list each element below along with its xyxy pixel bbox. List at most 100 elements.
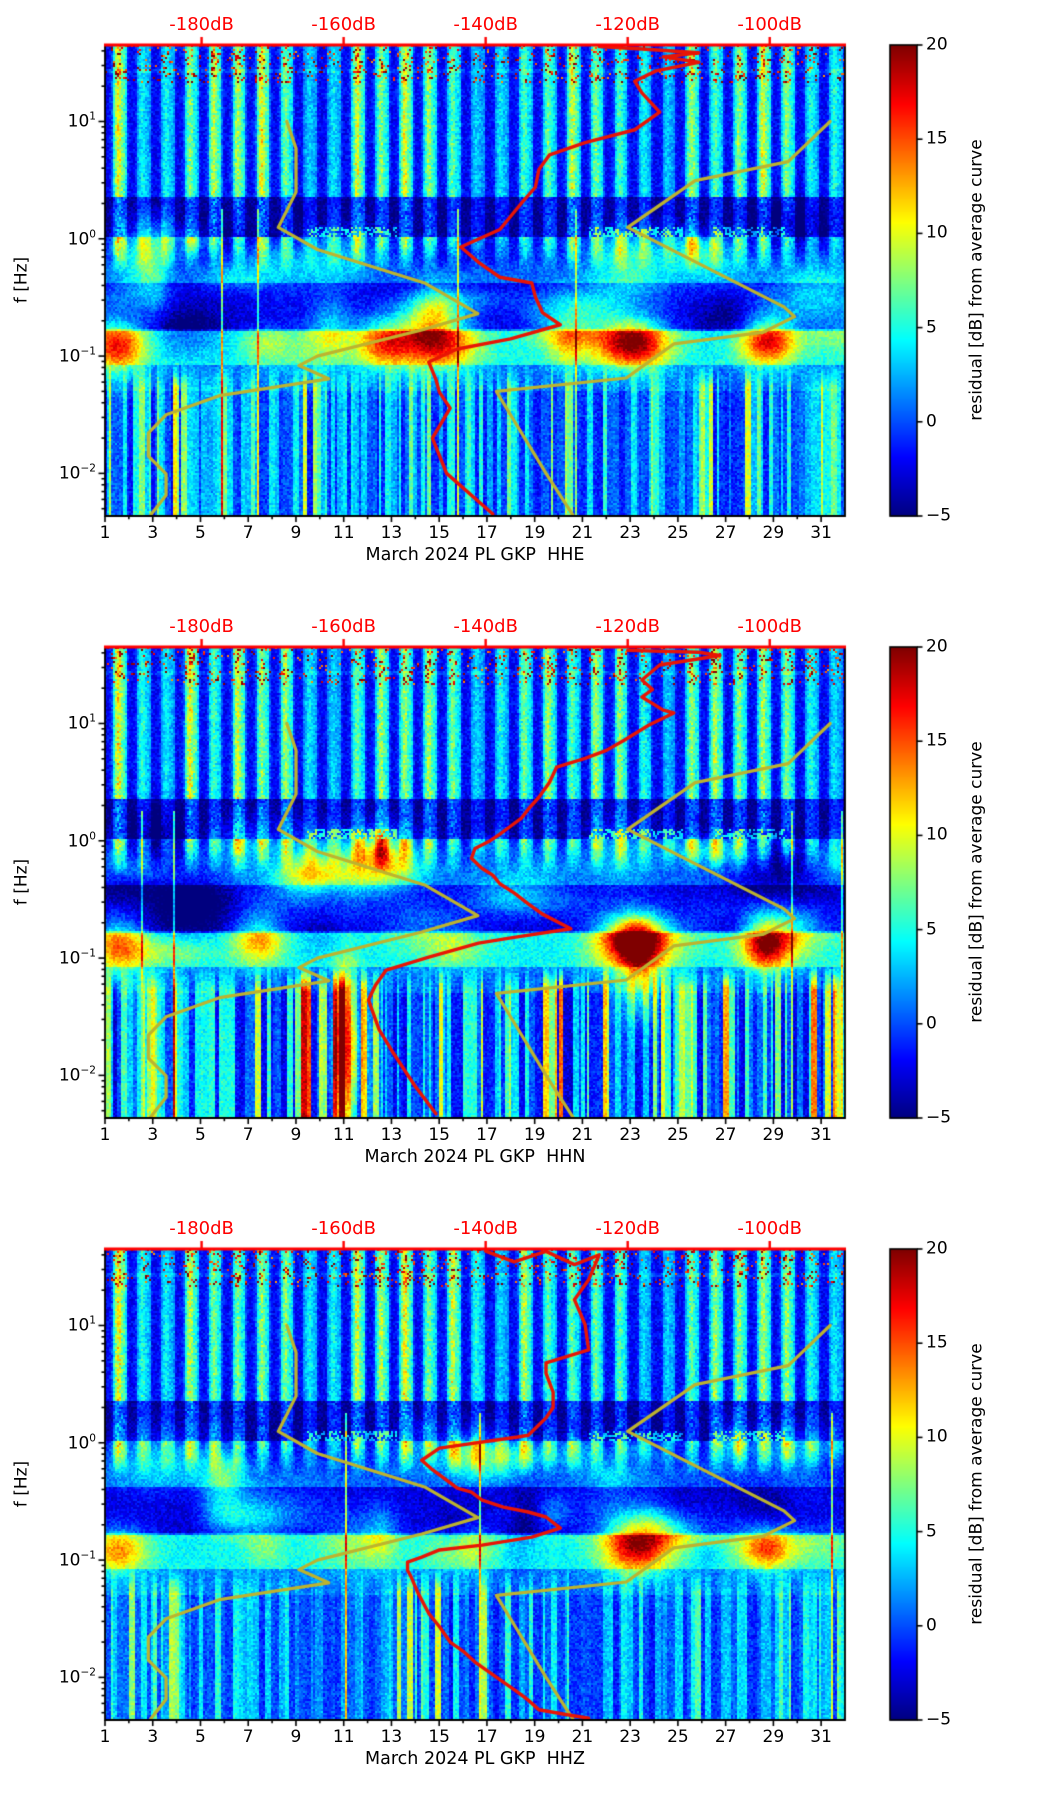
y-tick-hhe-1: 100 [67, 228, 96, 250]
colorbar-tick-hhn-4: 0 [926, 1013, 937, 1034]
x-tick-hhe-5: 5 [195, 523, 206, 543]
x-tick-hhe-11: 11 [332, 523, 355, 543]
top-axis-tick-hhn-1: -160dB [311, 616, 376, 637]
panel-hhn-colorbar-label: residual [dB] from average curve [966, 741, 987, 1023]
x-tick-hhe-21: 21 [571, 523, 594, 543]
x-tick-hhn-23: 23 [619, 1125, 641, 1145]
x-tick-hhe-3: 3 [147, 523, 159, 543]
top-axis-tick-hhe-3: -120dB [595, 14, 660, 35]
x-tick-hhe-19: 19 [523, 523, 546, 543]
x-tick-hhe-13: 13 [380, 523, 403, 543]
x-tick-hhn-17: 17 [476, 1125, 498, 1145]
x-tick-hhn-3: 3 [147, 1125, 159, 1145]
panel-hhe-colorbar-label: residual [dB] from average curve [966, 139, 987, 421]
top-axis-tick-hhz-3: -120dB [595, 1218, 660, 1239]
x-tick-hhn-13: 13 [380, 1125, 403, 1145]
panel-hhe-xlabel: March 2024 PL GKP HHE [365, 545, 585, 565]
y-tick-hhe-0: 101 [67, 111, 96, 132]
panel-hhn-ylabel: f [Hz] [11, 858, 32, 906]
x-tick-hhn-9: 9 [290, 1125, 302, 1145]
x-tick-hhz-17: 17 [476, 1727, 498, 1747]
y-tick-hhn-1: 100 [67, 830, 96, 852]
top-axis-tick-hhz-4: -100dB [737, 1218, 803, 1239]
top-axis-tick-hhe-1: -160dB [311, 14, 376, 35]
x-tick-hhn-27: 27 [714, 1125, 737, 1145]
x-tick-hhe-15: 15 [428, 523, 451, 543]
y-tick-hhe-3: 10−2 [58, 463, 96, 484]
x-tick-hhe-31: 31 [810, 523, 832, 543]
x-tick-hhe-9: 9 [290, 523, 302, 543]
colorbar-tick-hhe-5: −5 [926, 505, 952, 526]
colorbar-tick-hhn-2: 10 [926, 824, 948, 845]
x-tick-hhe-23: 23 [619, 523, 641, 543]
x-tick-hhn-31: 31 [810, 1125, 832, 1145]
x-tick-hhz-5: 5 [195, 1727, 206, 1747]
colorbar-tick-hhe-3: 5 [926, 317, 937, 338]
x-tick-hhz-29: 29 [762, 1727, 785, 1747]
top-axis-tick-hhn-0: -180dB [169, 616, 234, 637]
colorbar-tick-hhz-0: 20 [926, 1238, 948, 1259]
colorbar-tick-hhe-4: 0 [926, 411, 937, 432]
top-axis-tick-hhz-1: -160dB [311, 1218, 376, 1239]
colorbar-tick-hhz-1: 15 [926, 1332, 948, 1353]
x-tick-hhz-3: 3 [147, 1727, 159, 1747]
x-tick-hhe-27: 27 [714, 523, 737, 543]
x-tick-hhe-25: 25 [667, 523, 689, 543]
colorbar-tick-hhn-0: 20 [926, 636, 948, 657]
colorbar-tick-hhn-3: 5 [926, 919, 937, 940]
x-tick-hhn-29: 29 [762, 1125, 785, 1145]
x-tick-hhz-11: 11 [332, 1727, 355, 1747]
colorbar-tick-hhz-3: 5 [926, 1521, 937, 1542]
x-tick-hhz-31: 31 [810, 1727, 832, 1747]
top-axis-tick-hhz-2: -140dB [453, 1218, 518, 1239]
x-tick-hhn-11: 11 [332, 1125, 355, 1145]
y-tick-hhn-2: 10−1 [58, 947, 96, 969]
x-tick-hhz-25: 25 [667, 1727, 689, 1747]
x-tick-hhz-13: 13 [380, 1727, 403, 1747]
panel-hhz-xlabel: March 2024 PL GKP HHZ [365, 1749, 585, 1769]
x-tick-hhn-25: 25 [667, 1125, 689, 1145]
colorbar-tick-hhn-1: 15 [926, 730, 948, 751]
x-tick-hhn-7: 7 [242, 1125, 254, 1145]
x-tick-hhn-1: 1 [99, 1125, 111, 1145]
colorbar-tick-hhn-5: −5 [926, 1107, 952, 1128]
top-axis-tick-hhn-2: -140dB [453, 616, 518, 637]
colorbar-tick-hhz-5: −5 [926, 1709, 952, 1730]
x-tick-hhn-15: 15 [428, 1125, 451, 1145]
colorbar-tick-hhe-2: 10 [926, 222, 948, 243]
panel-hhz-ylabel: f [Hz] [11, 1460, 32, 1508]
x-tick-hhz-21: 21 [571, 1727, 594, 1747]
top-axis-tick-hhz-0: -180dB [169, 1218, 234, 1239]
y-tick-hhz-3: 10−2 [58, 1667, 96, 1688]
x-tick-hhz-1: 1 [99, 1727, 111, 1747]
panel-hhz-colorbar-label: residual [dB] from average curve [966, 1343, 987, 1625]
x-tick-hhe-1: 1 [99, 523, 111, 543]
x-tick-hhz-19: 19 [523, 1727, 546, 1747]
colorbar-tick-hhe-0: 20 [926, 34, 948, 55]
top-axis-tick-hhn-3: -120dB [595, 616, 660, 637]
x-tick-hhn-19: 19 [523, 1125, 546, 1145]
y-tick-hhz-1: 100 [67, 1432, 96, 1454]
x-tick-hhz-23: 23 [619, 1727, 641, 1747]
x-tick-hhz-15: 15 [428, 1727, 451, 1747]
colorbar-tick-hhe-1: 15 [926, 128, 948, 149]
x-tick-hhe-17: 17 [476, 523, 498, 543]
x-tick-hhe-29: 29 [762, 523, 785, 543]
x-tick-hhz-7: 7 [242, 1727, 254, 1747]
top-axis-tick-hhe-4: -100dB [737, 14, 803, 35]
top-axis-tick-hhe-0: -180dB [169, 14, 234, 35]
y-tick-hhz-0: 101 [67, 1315, 96, 1336]
y-tick-hhn-0: 101 [67, 713, 96, 734]
x-tick-hhn-5: 5 [195, 1125, 206, 1145]
x-tick-hhz-9: 9 [290, 1727, 302, 1747]
x-tick-hhn-21: 21 [571, 1125, 594, 1145]
panel-hhe-ylabel: f [Hz] [11, 256, 32, 304]
y-tick-hhe-2: 10−1 [58, 345, 96, 367]
top-axis-tick-hhe-2: -140dB [453, 14, 518, 35]
top-axis-tick-hhn-4: -100dB [737, 616, 803, 637]
colorbar-tick-hhz-4: 0 [926, 1615, 937, 1636]
y-tick-hhn-3: 10−2 [58, 1065, 96, 1086]
y-tick-hhz-2: 10−1 [58, 1549, 96, 1571]
